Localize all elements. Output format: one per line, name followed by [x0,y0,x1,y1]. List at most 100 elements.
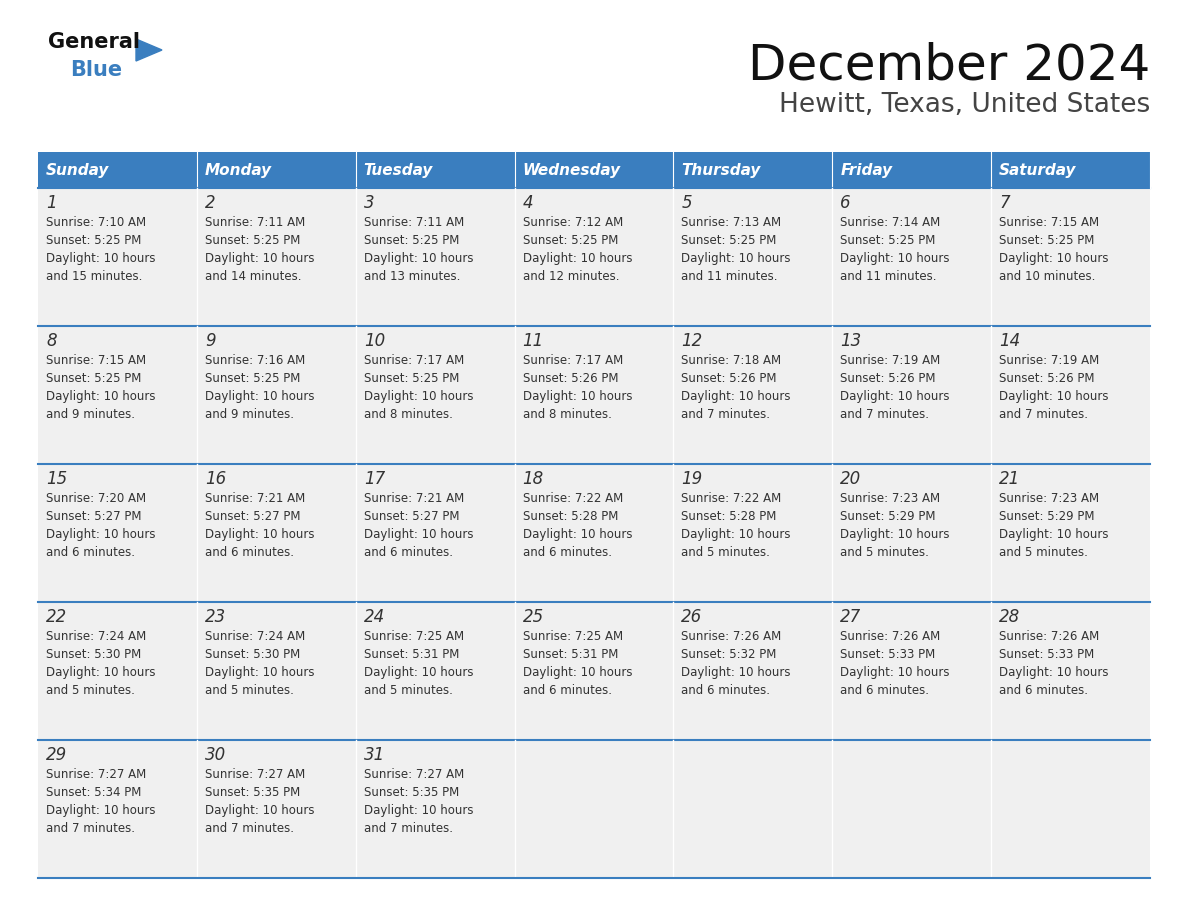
Text: Sunset: 5:27 PM: Sunset: 5:27 PM [204,510,301,523]
Text: Sunrise: 7:15 AM: Sunrise: 7:15 AM [999,216,1099,229]
Text: Sunset: 5:32 PM: Sunset: 5:32 PM [682,648,777,661]
Bar [514,602,674,740]
Text: and 7 minutes.: and 7 minutes. [682,408,771,421]
Text: Daylight: 10 hours: Daylight: 10 hours [840,666,949,679]
Text: 10: 10 [364,332,385,350]
Text: Sunrise: 7:21 AM: Sunrise: 7:21 AM [204,492,305,505]
Text: and 11 minutes.: and 11 minutes. [682,270,778,283]
Text: Sunrise: 7:11 AM: Sunrise: 7:11 AM [364,216,465,229]
Text: Sunset: 5:30 PM: Sunset: 5:30 PM [46,648,141,661]
Text: Sunset: 5:25 PM: Sunset: 5:25 PM [999,234,1094,247]
Text: and 7 minutes.: and 7 minutes. [840,408,929,421]
Bar [991,602,1150,740]
Text: Sunset: 5:29 PM: Sunset: 5:29 PM [840,510,936,523]
Text: 21: 21 [999,470,1020,488]
Bar [197,152,355,188]
Text: Daylight: 10 hours: Daylight: 10 hours [682,390,791,403]
Text: Sunrise: 7:19 AM: Sunrise: 7:19 AM [999,354,1099,367]
Text: Daylight: 10 hours: Daylight: 10 hours [999,528,1108,541]
Text: Daylight: 10 hours: Daylight: 10 hours [840,252,949,265]
Bar [833,464,991,602]
Bar [38,740,197,878]
Text: and 6 minutes.: and 6 minutes. [523,546,612,559]
Bar [991,464,1150,602]
Text: Daylight: 10 hours: Daylight: 10 hours [999,252,1108,265]
Text: Daylight: 10 hours: Daylight: 10 hours [682,666,791,679]
Text: and 12 minutes.: and 12 minutes. [523,270,619,283]
Text: Daylight: 10 hours: Daylight: 10 hours [523,390,632,403]
Text: and 6 minutes.: and 6 minutes. [204,546,293,559]
Bar [355,326,514,464]
Text: 1: 1 [46,194,57,212]
Bar [833,152,991,188]
Text: Daylight: 10 hours: Daylight: 10 hours [840,528,949,541]
Text: 8: 8 [46,332,57,350]
Text: Sunrise: 7:16 AM: Sunrise: 7:16 AM [204,354,305,367]
Text: Sunset: 5:25 PM: Sunset: 5:25 PM [840,234,936,247]
Text: 15: 15 [46,470,68,488]
Text: Sunrise: 7:26 AM: Sunrise: 7:26 AM [840,630,941,643]
Text: and 5 minutes.: and 5 minutes. [999,546,1088,559]
Text: Sunrise: 7:15 AM: Sunrise: 7:15 AM [46,354,146,367]
Text: Sunrise: 7:21 AM: Sunrise: 7:21 AM [364,492,465,505]
Bar [674,602,833,740]
Text: Daylight: 10 hours: Daylight: 10 hours [46,666,156,679]
Bar [38,464,197,602]
Text: and 6 minutes.: and 6 minutes. [999,684,1088,697]
Text: Daylight: 10 hours: Daylight: 10 hours [204,804,315,817]
Text: 9: 9 [204,332,215,350]
Bar [355,188,514,326]
Text: and 7 minutes.: and 7 minutes. [204,822,293,835]
Text: Sunrise: 7:19 AM: Sunrise: 7:19 AM [840,354,941,367]
Text: and 15 minutes.: and 15 minutes. [46,270,143,283]
Text: Daylight: 10 hours: Daylight: 10 hours [46,804,156,817]
Bar [197,602,355,740]
Text: Sunrise: 7:27 AM: Sunrise: 7:27 AM [46,768,146,781]
Text: 28: 28 [999,608,1020,626]
Text: 6: 6 [840,194,851,212]
Text: 16: 16 [204,470,226,488]
Polygon shape [135,39,162,61]
Text: Sunrise: 7:22 AM: Sunrise: 7:22 AM [523,492,623,505]
Text: Daylight: 10 hours: Daylight: 10 hours [204,390,315,403]
Bar [355,464,514,602]
Text: Sunset: 5:28 PM: Sunset: 5:28 PM [682,510,777,523]
Text: Sunrise: 7:12 AM: Sunrise: 7:12 AM [523,216,623,229]
Text: and 8 minutes.: and 8 minutes. [523,408,612,421]
Bar [197,188,355,326]
Text: Sunrise: 7:25 AM: Sunrise: 7:25 AM [364,630,463,643]
Bar [991,740,1150,878]
Text: 17: 17 [364,470,385,488]
Text: Sunrise: 7:23 AM: Sunrise: 7:23 AM [999,492,1099,505]
Text: Sunset: 5:25 PM: Sunset: 5:25 PM [204,372,301,385]
Text: and 6 minutes.: and 6 minutes. [46,546,135,559]
Bar [674,152,833,188]
Text: Daylight: 10 hours: Daylight: 10 hours [999,390,1108,403]
Text: 30: 30 [204,746,226,764]
Text: Sunrise: 7:27 AM: Sunrise: 7:27 AM [364,768,465,781]
Text: Sunset: 5:25 PM: Sunset: 5:25 PM [46,234,141,247]
Text: Blue: Blue [70,60,122,80]
Text: 13: 13 [840,332,861,350]
Text: and 10 minutes.: and 10 minutes. [999,270,1095,283]
Bar [833,188,991,326]
Text: Sunset: 5:25 PM: Sunset: 5:25 PM [682,234,777,247]
Text: Sunrise: 7:24 AM: Sunrise: 7:24 AM [204,630,305,643]
Text: Sunrise: 7:27 AM: Sunrise: 7:27 AM [204,768,305,781]
Bar [514,464,674,602]
Bar [514,740,674,878]
Text: 3: 3 [364,194,374,212]
Bar [991,152,1150,188]
Text: 4: 4 [523,194,533,212]
Text: and 11 minutes.: and 11 minutes. [840,270,937,283]
Bar [991,326,1150,464]
Text: 18: 18 [523,470,544,488]
Text: Sunrise: 7:24 AM: Sunrise: 7:24 AM [46,630,146,643]
Text: Daylight: 10 hours: Daylight: 10 hours [840,390,949,403]
Text: Daylight: 10 hours: Daylight: 10 hours [682,528,791,541]
Text: Sunrise: 7:17 AM: Sunrise: 7:17 AM [364,354,465,367]
Text: 11: 11 [523,332,544,350]
Text: Sunrise: 7:11 AM: Sunrise: 7:11 AM [204,216,305,229]
Text: 26: 26 [682,608,702,626]
Bar [991,188,1150,326]
